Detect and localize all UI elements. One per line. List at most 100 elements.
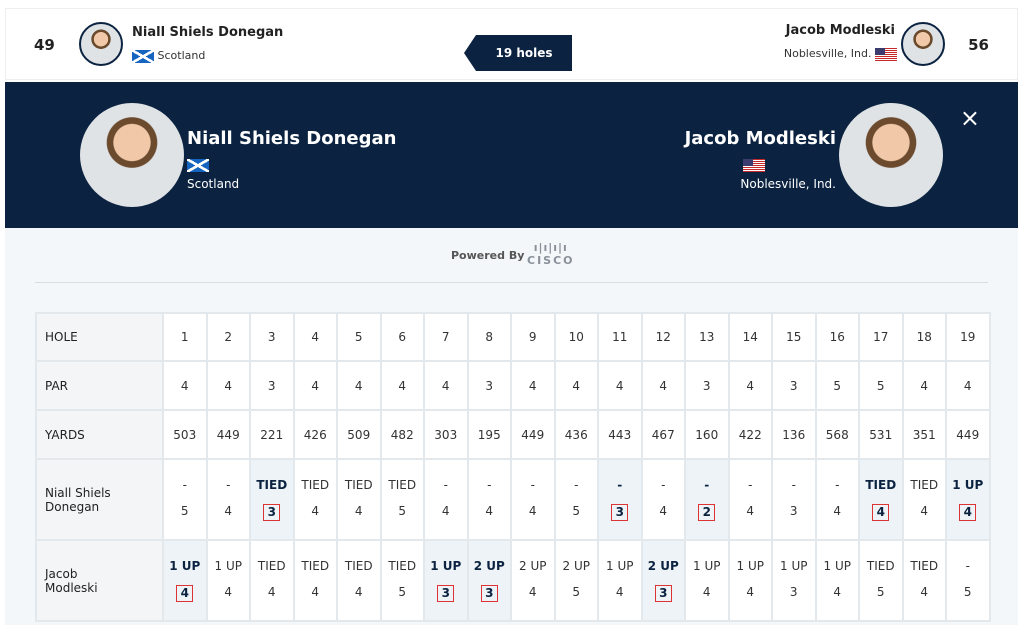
holes-badge: 19 holes: [464, 35, 572, 71]
yards-cell: 221: [249, 409, 295, 460]
match-status: -: [748, 478, 753, 492]
yards-cell: 482: [379, 409, 425, 460]
par-cell: 4: [423, 360, 469, 411]
usa-flag-icon: [875, 47, 897, 61]
hole-result-cell: 1 UP 4: [727, 539, 773, 622]
match-status: TIED: [866, 559, 895, 573]
hole-result-cell: -5: [162, 458, 208, 541]
match-status: 1 UP: [606, 559, 634, 573]
match-status: 1 UP: [780, 559, 808, 573]
par-cell: 4: [945, 360, 991, 411]
par-cell: 4: [162, 360, 208, 411]
scorecard-table: HOLE 1 2 3 4 5 6 7 8 9 10 11 12 13 14 15 16 17 18 19 PAR 4 4 3 4…: [35, 312, 991, 622]
stroke-score: 3: [611, 504, 629, 521]
yards-cell: 160: [684, 409, 730, 460]
player-banner: Niall Shiels Donegan Scotland Jacob Modl…: [5, 82, 1018, 228]
right-player-avatar: [901, 22, 945, 66]
hole-result-cell: 2 UP 5: [553, 539, 599, 622]
match-status: TIED: [388, 559, 417, 573]
hole-result-cell: TIED 4: [858, 458, 904, 541]
stroke-score: 4: [746, 585, 755, 599]
right-player-name: Jacob Modleski: [785, 23, 895, 38]
cisco-logo: ı|ı|ı|ı CISCO: [527, 241, 575, 267]
stroke-score: 4: [833, 504, 842, 518]
match-status: TIED: [388, 478, 417, 492]
hole-cell: 10: [553, 312, 599, 362]
stroke-score: 5: [398, 585, 407, 599]
match-status: TIED: [865, 478, 897, 492]
hole-result-cell: 1 UP 4: [162, 539, 208, 622]
match-status: -: [530, 478, 535, 492]
hole-result-cell: TIED 4: [292, 539, 338, 622]
match-status: -: [835, 478, 840, 492]
usa-flag-icon: [743, 159, 765, 172]
match-status: 1 UP: [693, 559, 721, 573]
left-player-photo: [80, 103, 184, 207]
match-status: 1 UP: [736, 559, 764, 573]
hole-result-cell: TIED 4: [901, 458, 947, 541]
stroke-score: 4: [920, 504, 929, 518]
hole-result-cell: TIED 4: [292, 458, 338, 541]
stroke-score: 4: [833, 585, 842, 599]
hole-result-cell: -4: [466, 458, 512, 541]
hole-row: HOLE 1 2 3 4 5 6 7 8 9 10 11 12 13 14 15 16 17 18 19: [35, 312, 991, 362]
close-icon[interactable]: ×: [959, 104, 980, 132]
match-status: 2 UP: [473, 559, 505, 573]
stroke-score: 4: [354, 504, 363, 518]
stroke-score: 5: [876, 585, 885, 599]
left-player-avatar: [79, 22, 123, 66]
match-status: -: [791, 478, 796, 492]
hole-cell: 7: [423, 312, 469, 362]
stroke-score: 4: [224, 585, 233, 599]
stroke-score: 5: [963, 585, 972, 599]
stroke-score: 4: [267, 585, 276, 599]
hole-result-cell: TIED 5: [379, 539, 425, 622]
par-cell: 4: [510, 360, 556, 411]
match-status: TIED: [257, 559, 286, 573]
hole-result-cell: -4: [423, 458, 469, 541]
stroke-score: 3: [789, 504, 798, 518]
hole-result-cell: TIED 5: [379, 458, 425, 541]
match-header: 49 Niall Shiels Donegan Scotland 19 hole…: [5, 8, 1018, 80]
par-cell: 4: [379, 360, 425, 411]
divider: [35, 282, 988, 283]
stroke-score: 4: [176, 585, 194, 602]
powered-by-label: Powered By: [451, 249, 525, 262]
par-cell: 4: [336, 360, 382, 411]
match-status: 1 UP: [952, 478, 984, 492]
hole-result-cell: 1 UP 3: [423, 539, 469, 622]
stroke-score: 4: [702, 585, 711, 599]
match-status: TIED: [301, 478, 330, 492]
match-status: 1 UP: [823, 559, 851, 573]
hole-cell: 18: [901, 312, 947, 362]
hole-result-cell: 1 UP 4: [597, 539, 643, 622]
par-cell: 5: [814, 360, 860, 411]
scorecard-area: Powered By ı|ı|ı|ı CISCO HOLE 1 2 3 4 5 6 7 8 9 10 1…: [5, 228, 1018, 625]
stroke-score: 4: [311, 585, 320, 599]
yards-cell: 531: [858, 409, 904, 460]
par-cell: 4: [597, 360, 643, 411]
hole-cell: 4: [292, 312, 338, 362]
par-cell: 4: [205, 360, 251, 411]
hole-cell: 19: [945, 312, 991, 362]
stroke-score: 4: [746, 504, 755, 518]
player-row: Niall Shiels Donegan -5-4 TIED 3 TIED 4 TIED 4 T…: [35, 458, 991, 541]
match-status: -: [965, 559, 970, 573]
stroke-score: 3: [263, 504, 281, 521]
par-cell: 3: [771, 360, 817, 411]
hole-result-cell: 1 UP 4: [945, 458, 991, 541]
right-player-score: 56: [968, 36, 989, 54]
hole-result-cell: 1 UP 4: [205, 539, 251, 622]
banner-left-location: Scotland: [187, 177, 240, 191]
yards-cell: 568: [814, 409, 860, 460]
hole-result-cell: TIED 4: [336, 458, 382, 541]
match-status: -: [617, 478, 623, 492]
stroke-score: 4: [224, 504, 233, 518]
hole-cell: 2: [205, 312, 251, 362]
par-label: PAR: [35, 360, 164, 411]
hole-result-cell: TIED 4: [336, 539, 382, 622]
hole-cell: 15: [771, 312, 817, 362]
match-status: 2 UP: [647, 559, 679, 573]
match-status: TIED: [910, 559, 939, 573]
match-status: -: [182, 478, 187, 492]
